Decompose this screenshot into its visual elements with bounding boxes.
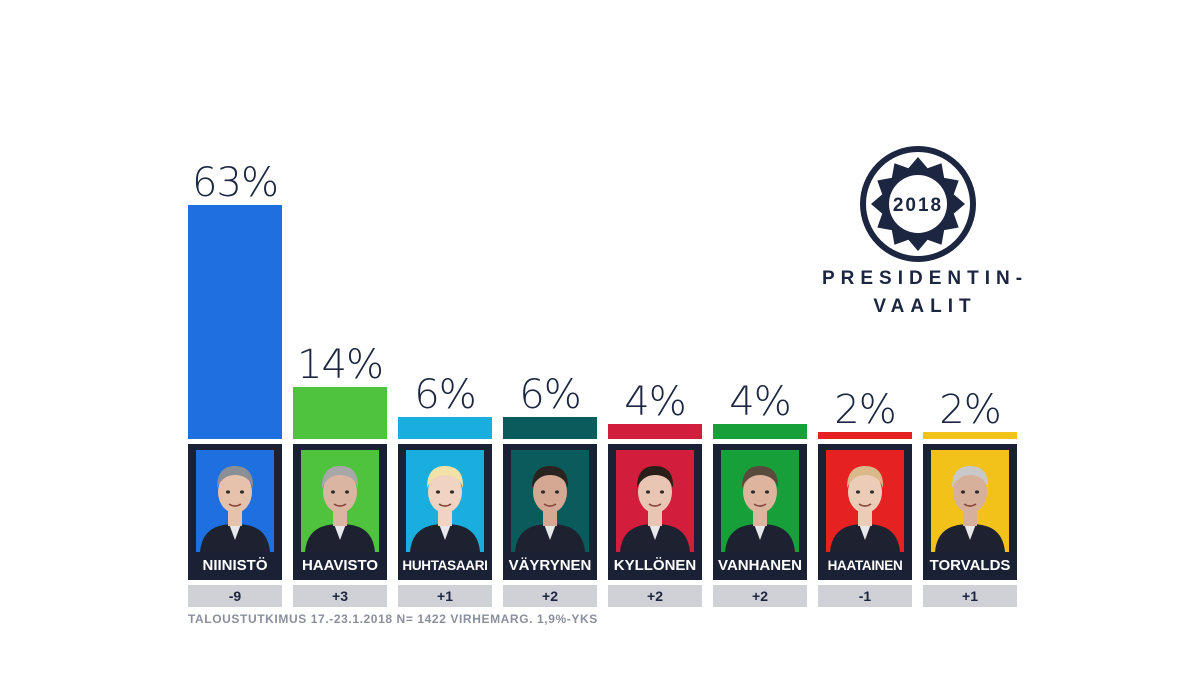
election-emblem-icon: 2018 xyxy=(860,146,976,262)
candidate-portrait-icon xyxy=(196,450,274,552)
value-label: 14% xyxy=(297,342,384,388)
candidate-name: VANHANEN xyxy=(718,557,802,574)
bar xyxy=(713,424,807,439)
change-label: +2 xyxy=(503,585,597,607)
bar xyxy=(188,205,282,439)
change-label: +1 xyxy=(923,585,1017,607)
change-label: +2 xyxy=(608,585,702,607)
source-note: TALOUSTUTKIMUS 17.-23.1.2018 N= 1422 VIR… xyxy=(188,612,598,626)
candidate-name: KYLLÖNEN xyxy=(613,557,697,574)
bar xyxy=(503,417,597,439)
candidate-card: TORVALDS xyxy=(923,444,1017,580)
candidate-portrait-icon xyxy=(721,450,799,552)
candidate-name: HAATAINEN xyxy=(827,558,903,573)
value-label: 4% xyxy=(624,379,686,425)
value-label: 2% xyxy=(834,387,896,433)
change-label: +3 xyxy=(293,585,387,607)
candidate-portrait-icon xyxy=(931,450,1009,552)
logo-title-line1: PRESIDENTIN- xyxy=(821,268,1029,289)
value-label: 63% xyxy=(192,160,279,206)
candidate-card: NIINISTÖ xyxy=(188,444,282,580)
change-label: +1 xyxy=(398,585,492,607)
candidate-card: HUHTASAARI xyxy=(398,444,492,580)
change-label: +2 xyxy=(713,585,807,607)
candidate-card: HAATAINEN xyxy=(818,444,912,580)
candidate-name: HUHTASAARI xyxy=(402,558,488,573)
candidate-name: TORVALDS xyxy=(929,557,1011,574)
logo-year: 2018 xyxy=(893,195,943,216)
change-label: -9 xyxy=(188,585,282,607)
candidate-portrait-icon xyxy=(406,450,484,552)
candidate-portrait-icon xyxy=(301,450,379,552)
candidate-name: VÄYRYNEN xyxy=(508,557,592,574)
value-label: 2% xyxy=(939,387,1001,433)
candidate-portrait-icon xyxy=(616,450,694,552)
value-label: 6% xyxy=(414,372,476,418)
logo-title-line2: VAALIT xyxy=(873,296,977,317)
change-label: -1 xyxy=(818,585,912,607)
candidate-name: HAAVISTO xyxy=(301,557,379,574)
candidate-card: VÄYRYNEN xyxy=(503,444,597,580)
candidate-card: HAAVISTO xyxy=(293,444,387,580)
candidate-name: NIINISTÖ xyxy=(202,557,268,574)
value-label: 6% xyxy=(519,372,581,418)
bar xyxy=(923,432,1017,439)
bar xyxy=(608,424,702,439)
candidate-card: KYLLÖNEN xyxy=(608,444,702,580)
bar xyxy=(818,432,912,439)
bar xyxy=(293,387,387,439)
candidate-portrait-icon xyxy=(826,450,904,552)
candidate-portrait-icon xyxy=(511,450,589,552)
value-label: 4% xyxy=(729,379,791,425)
candidate-card: VANHANEN xyxy=(713,444,807,580)
bar xyxy=(398,417,492,439)
